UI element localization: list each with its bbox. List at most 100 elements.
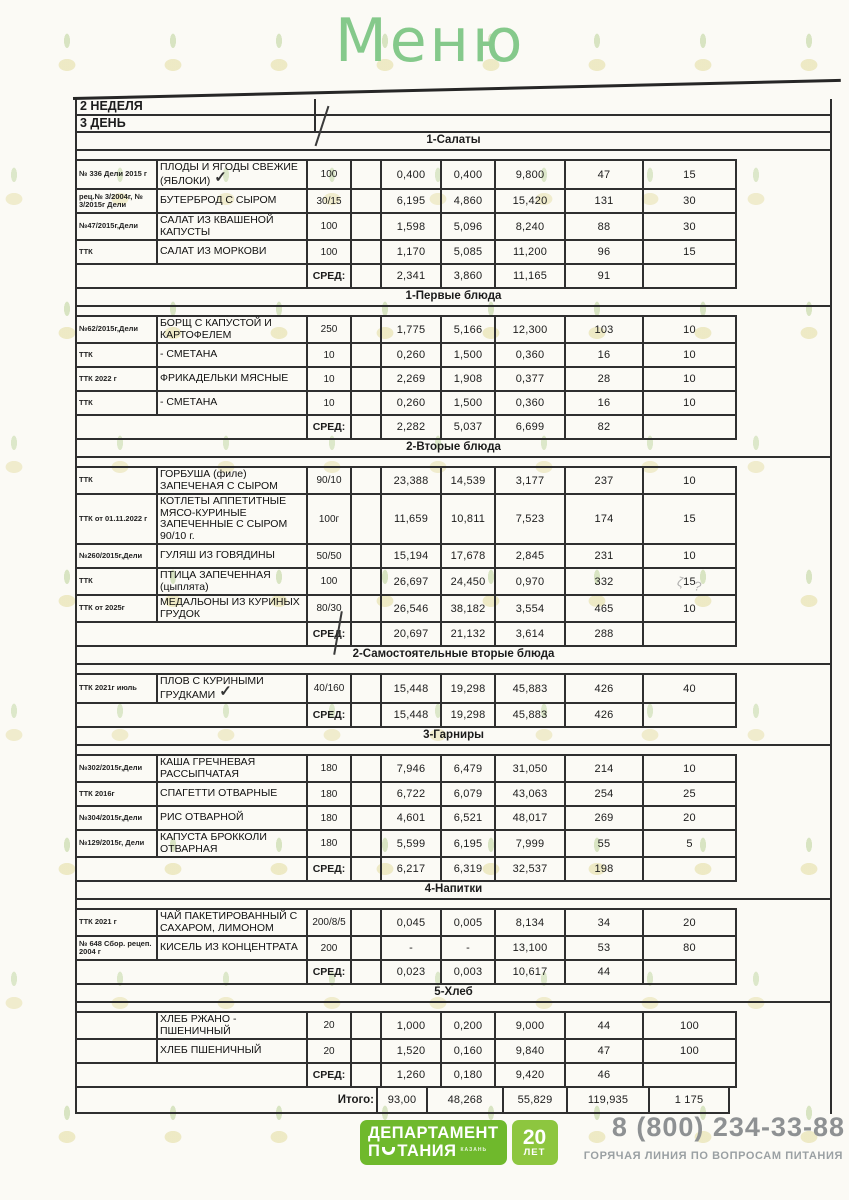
ref-cell: ТТК от 2025г <box>77 594 158 623</box>
extra-cell: 30 <box>642 188 737 214</box>
kcal-cell: 131 <box>564 188 644 214</box>
carbs-cell: 11,165 <box>494 263 566 289</box>
portion-cell: 200/8/5 <box>306 908 352 937</box>
total-label-cell: Итого: <box>77 1086 378 1114</box>
dish-name-cell: ПЛОВ С КУРИНЫМИ ГРУДКАМИ ✓ <box>156 673 308 704</box>
extra-cell: 30 <box>642 212 737 241</box>
section-gap <box>77 151 830 159</box>
kcal-cell: 88 <box>564 212 644 241</box>
fat-cell: 14,539 <box>440 466 496 495</box>
extra-cell <box>642 959 737 985</box>
dish-row: №304/2015г,Дели РИС ОТВАРНОЙ 180 4,601 6,521… <box>77 805 737 831</box>
dish-row: № 648 Сбор. рецеп. 2004 г КИСЕЛЬ ИЗ КОНЦЕ… <box>77 935 737 961</box>
portion-cell: 50/50 <box>306 543 352 569</box>
kcal-cell: 82 <box>564 414 644 440</box>
carbs-cell: 7,523 <box>494 493 566 545</box>
blank-cell <box>350 263 382 289</box>
portion-cell: 100 <box>306 212 352 241</box>
week-row: 2 НЕДЕЛЯ <box>77 99 830 116</box>
carbs-cell: 9,840 <box>494 1038 566 1064</box>
protein-cell: 4,601 <box>380 805 442 831</box>
extra-cell: 10 <box>642 594 737 623</box>
dish-row: №302/2015г,Дели КАША ГРЕЧНЕВАЯ РАССЫПЧАТА… <box>77 754 737 783</box>
portion-cell: 80/30 <box>306 594 352 623</box>
sred-label-cell: СРЕД: <box>306 263 352 289</box>
fat-cell: 21,132 <box>440 621 496 647</box>
dish-name-cell: ФРИКАДЕЛЬКИ МЯСНЫЕ <box>156 366 308 392</box>
kcal-cell: 103 <box>564 315 644 344</box>
fat-cell: 3,860 <box>440 263 496 289</box>
carbs-cell: 9,800 <box>494 159 566 190</box>
portion-cell: 200 <box>306 935 352 961</box>
fat-cell: 17,678 <box>440 543 496 569</box>
kcal-cell: 214 <box>564 754 644 783</box>
carbs-cell: 0,970 <box>494 567 566 596</box>
day-row: 3 ДЕНЬ <box>77 116 830 133</box>
extra-cell: 10 <box>642 754 737 783</box>
protein-cell: 1,260 <box>380 1062 442 1088</box>
dish-row: ТТК от 2025г МЕДАЛЬОНЫ ИЗ КУРИНЫХ ГРУДОК 8… <box>77 594 737 623</box>
carbs-cell: 43,063 <box>494 781 566 807</box>
protein-cell: 6,217 <box>380 856 442 882</box>
portion-cell: 180 <box>306 781 352 807</box>
logo-text-block: ДЕПАРТАМЕНТ П ТАНИЯ КАЗАНЬ <box>360 1120 507 1165</box>
blank-cell <box>77 1062 308 1088</box>
blank-cell <box>350 805 382 831</box>
fat-cell: 0,400 <box>440 159 496 190</box>
fat-cell: 10,811 <box>440 493 496 545</box>
dish-name-cell: СПАГЕТТИ ОТВАРНЫЕ <box>156 781 308 807</box>
total-table: Итого: 93,00 48,268 55,829 119,935 1 175 <box>77 1086 730 1114</box>
blank-cell <box>350 1062 382 1088</box>
kcal-cell: 96 <box>564 239 644 265</box>
fat-cell: 19,298 <box>440 673 496 704</box>
total-row: Итого: 93,00 48,268 55,829 119,935 1 175 <box>77 1086 730 1114</box>
dish-name-cell: КОТЛЕТЫ АППЕТИТНЫЕ МЯСО-КУРИНЫЕ ЗАПЕЧЕНН… <box>156 493 308 545</box>
dish-row: рец.№ 3/2004г, № 3/2015г Дели БУТЕРБРОД С… <box>77 188 737 214</box>
ref-cell: ТТК 2022 г <box>77 366 158 392</box>
blank-cell <box>350 315 382 344</box>
protein-cell: 48,268 <box>426 1086 504 1114</box>
dish-row: ХЛЕБ ПШЕНИЧНЫЙ 20 1,520 0,160 9,840 47 100 <box>77 1038 737 1064</box>
dish-row: ХЛЕБ РЖАНО - ПШЕНИЧНЫЙ 20 1,000 0,200 9,000 4… <box>77 1011 737 1040</box>
carbs-cell: 3,554 <box>494 594 566 623</box>
fat-cell: 38,182 <box>440 594 496 623</box>
protein-cell: 1,170 <box>380 239 442 265</box>
blank-cell <box>77 414 308 440</box>
dish-row: ТТК 2021 г ЧАЙ ПАКЕТИРОВАННЫЙ С САХАРОМ, … <box>77 908 737 937</box>
week-label: 2 НЕДЕЛЯ <box>77 99 316 114</box>
kcal-cell: 16 <box>564 342 644 368</box>
section-gap <box>77 458 830 466</box>
portion-cell: 250 <box>306 315 352 344</box>
sred-label-cell: СРЕД: <box>306 621 352 647</box>
protein-cell: 0,045 <box>380 908 442 937</box>
fat-cell: 6,319 <box>440 856 496 882</box>
portion-cell: 180 <box>306 754 352 783</box>
kcal-cell: 198 <box>564 856 644 882</box>
section-title: 2-Вторые блюда <box>77 440 830 458</box>
fat-cell: 1,908 <box>440 366 496 392</box>
fat-cell: 0,160 <box>440 1038 496 1064</box>
dish-row: ТТК от 01.11.2022 г КОТЛЕТЫ АППЕТИТНЫЕ МЯ… <box>77 493 737 545</box>
kcal-cell: 55 <box>564 829 644 858</box>
section-title: 2-Самостоятельные вторые блюда <box>77 647 830 665</box>
fat-cell: 0,200 <box>440 1011 496 1040</box>
fat-cell: - <box>440 935 496 961</box>
check-mark-icon: ✓ <box>214 168 227 186</box>
kcal-cell: 47 <box>564 1038 644 1064</box>
carbs-cell: 3,177 <box>494 466 566 495</box>
fat-cell: 55,829 <box>502 1086 568 1114</box>
protein-cell: 23,388 <box>380 466 442 495</box>
blank-cell <box>350 935 382 961</box>
section-title: 1-Первые блюда <box>77 289 830 307</box>
sred-label-cell: СРЕД: <box>306 1062 352 1088</box>
dish-row: ТТК 2016г СПАГЕТТИ ОТВАРНЫЕ 180 6,722 6,079 4… <box>77 781 737 807</box>
protein-cell: 26,697 <box>380 567 442 596</box>
sred-label-cell: СРЕД: <box>306 414 352 440</box>
hotline-tagline: ГОРЯЧАЯ ЛИНИЯ ПО ВОПРОСАМ ПИТАНИЯ <box>583 1150 843 1162</box>
carbs-cell: 6,699 <box>494 414 566 440</box>
sred-row: СРЕД: 20,697 21,132 3,614 288 <box>77 621 737 647</box>
carbs-cell: 8,240 <box>494 212 566 241</box>
blank-cell <box>350 188 382 214</box>
carbs-cell: 0,360 <box>494 390 566 416</box>
blank-cell <box>350 390 382 416</box>
